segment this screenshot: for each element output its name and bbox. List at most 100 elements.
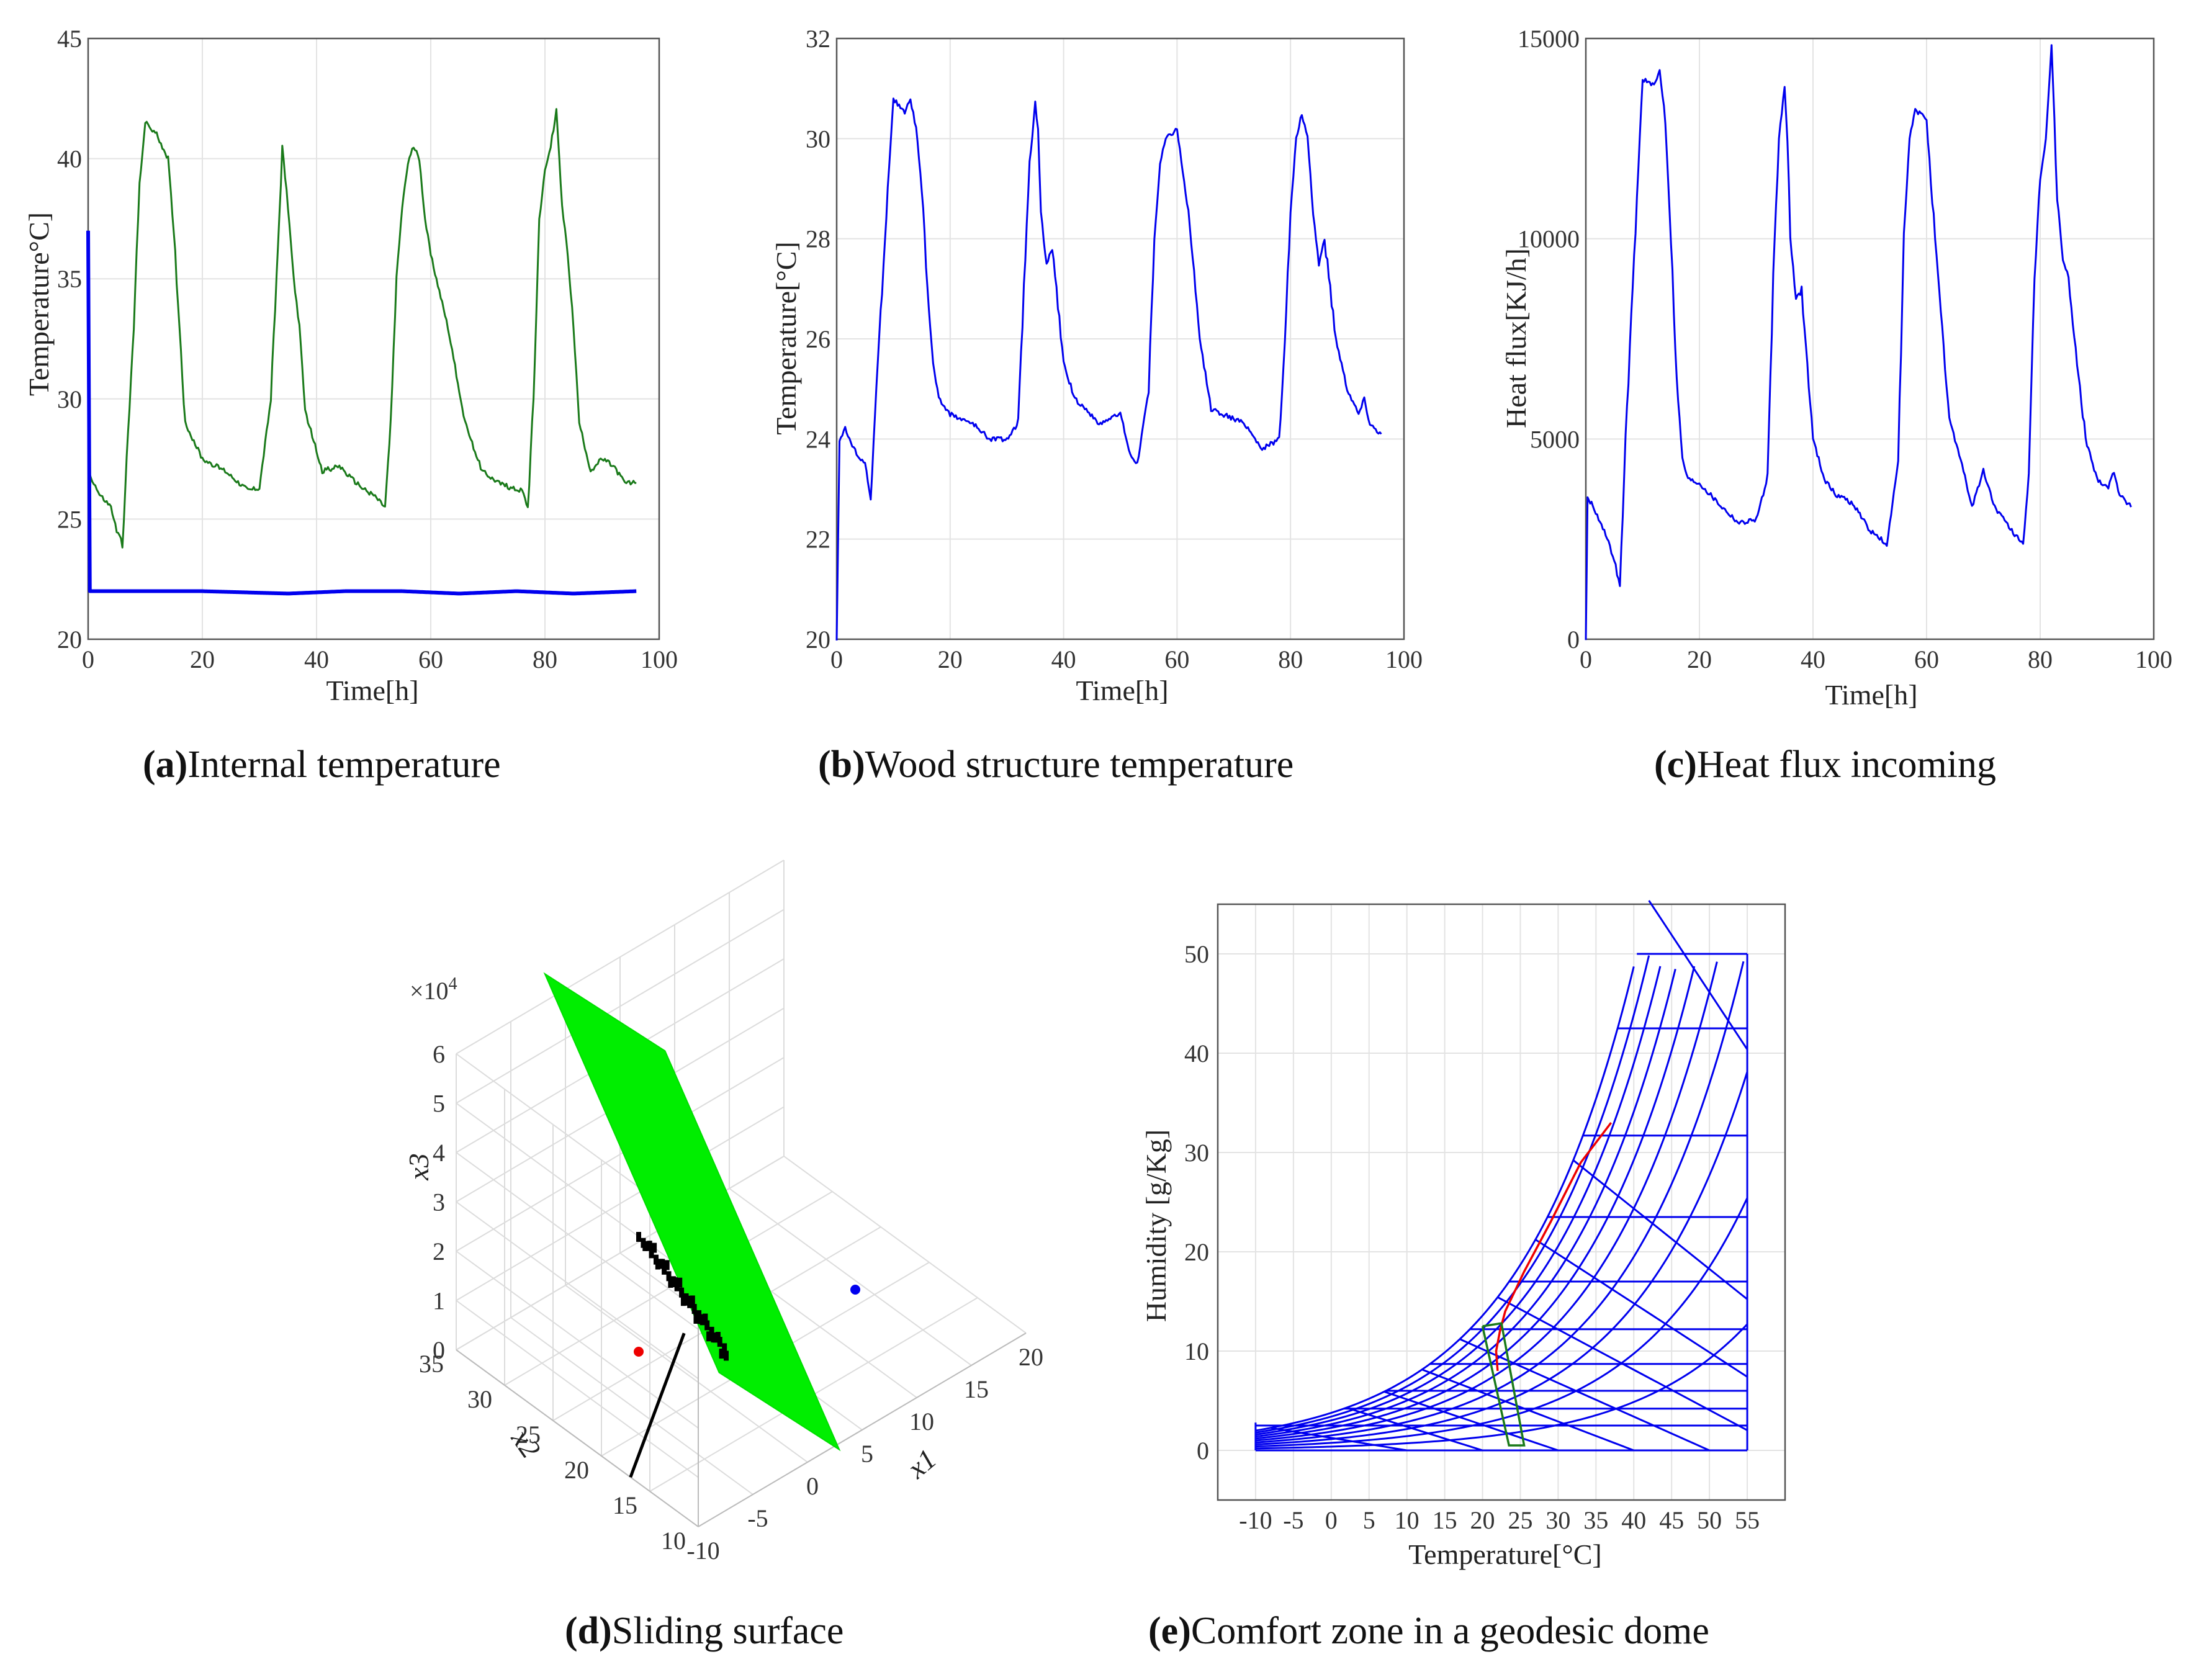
xtick-label-b: 0 xyxy=(830,645,843,673)
x1tick-label: -10 xyxy=(686,1537,719,1565)
plot-area-d: 0 1 2 3 4 5 6 10 15 20 25 30 35 -10 -5 0 5 10 15 20 xyxy=(419,860,1043,1565)
plot-area-c: 0 20 40 60 80 100 0 5000 10000 15000 xyxy=(1518,25,2172,673)
ytick-label-e: 0 xyxy=(1197,1437,1209,1465)
ytick-label-c: 5000 xyxy=(1530,425,1580,453)
ylabel-c: Heat flux[KJ/h] xyxy=(1500,248,1532,428)
x2tick-label: 10 xyxy=(661,1527,686,1555)
trajectory-point xyxy=(652,1242,657,1253)
ytick-label-e: 50 xyxy=(1184,940,1209,968)
x1tick-label: -5 xyxy=(747,1504,768,1532)
xtick-label-e: 5 xyxy=(1363,1506,1375,1534)
caption-c: (c)Heat flux incoming xyxy=(1654,743,1996,786)
ytick-label-b: 26 xyxy=(806,325,830,353)
xtick-label-e: 20 xyxy=(1470,1506,1495,1534)
ytick-label-e: 10 xyxy=(1184,1337,1209,1365)
ytick-label-c: 0 xyxy=(1567,626,1580,654)
floor-grid-x1 xyxy=(783,1156,1027,1334)
caption-a: (a)Internal temperature xyxy=(143,743,501,786)
enthalpy-line xyxy=(1497,1296,1748,1431)
back-grid-z-a xyxy=(456,1156,785,1350)
ytick-label-c: 15000 xyxy=(1518,25,1580,53)
ztick-label: 1 xyxy=(433,1287,445,1315)
x2tick-label: 20 xyxy=(564,1456,589,1484)
ztick-label: 4 xyxy=(433,1139,445,1167)
xtick-label-e: 10 xyxy=(1395,1506,1419,1534)
enthalpy-line xyxy=(1535,1239,1748,1378)
enthalpy-line xyxy=(1346,1406,1483,1452)
trajectory-point xyxy=(693,1313,699,1324)
trajectory-point xyxy=(690,1295,695,1306)
xtick-label-c: 100 xyxy=(2135,645,2172,673)
ytick-label-a: 25 xyxy=(57,505,82,533)
floor-grid-x1 xyxy=(729,1188,972,1366)
xtick-label-e: 45 xyxy=(1659,1506,1684,1534)
side-grid-z xyxy=(456,1251,699,1429)
trajectory-point xyxy=(704,1320,710,1331)
caption-d: (d)Sliding surface xyxy=(565,1610,844,1652)
trajectory-point xyxy=(713,1332,718,1343)
xlabel-e: Temperature[°C] xyxy=(1408,1539,1601,1570)
xtick-label-b: 40 xyxy=(1051,645,1076,673)
trajectory-point xyxy=(642,1241,648,1251)
trajectory-point xyxy=(700,1315,705,1326)
xtick-label-b: 100 xyxy=(1385,645,1423,673)
x1tick-label: 5 xyxy=(861,1440,873,1468)
x1tick-label: 20 xyxy=(1019,1343,1043,1371)
xtick-label-b: 20 xyxy=(938,645,963,673)
trajectory-point xyxy=(715,1332,721,1342)
zlabel-d: x3 xyxy=(403,1153,434,1180)
xtick-label-e: 35 xyxy=(1583,1506,1608,1534)
ytick-label-e: 20 xyxy=(1184,1238,1209,1266)
xtick-label-c: 40 xyxy=(1801,645,1825,673)
trajectory-point xyxy=(655,1259,660,1270)
trajectory-point xyxy=(719,1349,724,1359)
trajectory-point xyxy=(636,1232,641,1242)
side-grid-z xyxy=(456,1152,699,1330)
ytick-label-b: 30 xyxy=(806,125,830,153)
blue-point xyxy=(850,1285,860,1295)
series-line-internal xyxy=(87,108,637,549)
enthalpy-line xyxy=(1383,1390,1559,1452)
trajectory-point xyxy=(703,1313,708,1324)
ztick-label: 6 xyxy=(433,1040,445,1068)
trajectory-point xyxy=(677,1277,683,1288)
ytick-label-b: 28 xyxy=(806,225,830,253)
xtick-label-b: 60 xyxy=(1164,645,1189,673)
xtick-label-a: 40 xyxy=(304,645,329,673)
trajectory-point xyxy=(709,1326,714,1337)
trajectory-point xyxy=(649,1248,654,1259)
xtick-label-a: 20 xyxy=(190,645,215,673)
back-grid-z-a xyxy=(456,1106,785,1301)
enthalpy-line xyxy=(1572,1159,1748,1300)
axis-edge-x2 xyxy=(456,1349,699,1527)
xtick-label-e: 55 xyxy=(1735,1506,1760,1534)
rh-curve xyxy=(1255,966,1696,1440)
trajectory-point xyxy=(680,1296,686,1306)
ztick-label: 5 xyxy=(433,1090,445,1118)
ylabel-e: Humidity [g/Kg] xyxy=(1140,1130,1172,1322)
series-line-heatflux xyxy=(1585,44,2132,640)
red-point xyxy=(634,1347,644,1357)
ztick-label: 3 xyxy=(433,1188,445,1216)
xtick-label-c: 60 xyxy=(1914,645,1939,673)
ytick-label-a: 45 xyxy=(57,25,82,53)
x2tick-label: 35 xyxy=(419,1350,444,1378)
side-grid-z xyxy=(456,1300,699,1478)
sliding-surface xyxy=(543,972,841,1452)
axis-box-c xyxy=(1585,37,2155,640)
xtick-label-a: 100 xyxy=(641,645,678,673)
back-grid-z-a xyxy=(456,1057,785,1252)
xtick-label-c: 0 xyxy=(1580,645,1592,673)
plot-background-a xyxy=(88,38,659,639)
caption-b: (b)Wood structure temperature xyxy=(818,743,1293,786)
xtick-label-e: 0 xyxy=(1325,1506,1338,1534)
side-grid-z xyxy=(456,1201,699,1380)
xtick-label-e: -10 xyxy=(1239,1506,1272,1534)
trajectory-point xyxy=(722,1343,727,1354)
enthalpy-line xyxy=(1271,1427,1407,1452)
